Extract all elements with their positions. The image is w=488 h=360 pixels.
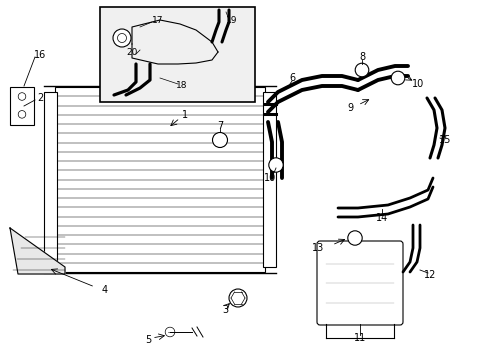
Text: 4: 4: [102, 285, 108, 295]
Text: 13: 13: [311, 243, 324, 253]
Circle shape: [390, 71, 404, 85]
Bar: [55, 87, 264, 272]
Circle shape: [354, 63, 368, 77]
Text: 18: 18: [176, 81, 187, 90]
Text: 1: 1: [182, 110, 188, 120]
Circle shape: [18, 93, 26, 100]
Text: 12: 12: [423, 270, 435, 280]
Bar: [44, 92, 57, 267]
Text: 17: 17: [152, 15, 163, 24]
Text: 10: 10: [264, 173, 276, 183]
Text: 5: 5: [144, 335, 151, 345]
Circle shape: [228, 289, 246, 307]
Bar: [263, 92, 275, 267]
Text: 9: 9: [346, 103, 352, 113]
Text: 10: 10: [411, 79, 423, 89]
Text: 6: 6: [288, 73, 294, 83]
Polygon shape: [10, 228, 65, 274]
Circle shape: [347, 231, 362, 245]
Text: 20: 20: [126, 48, 138, 57]
Circle shape: [18, 111, 26, 118]
Text: 16: 16: [34, 50, 46, 60]
Text: 15: 15: [438, 135, 450, 145]
Text: 14: 14: [375, 213, 387, 223]
Bar: [10, 87, 34, 125]
Text: 19: 19: [226, 15, 237, 24]
Text: 11: 11: [353, 333, 366, 343]
FancyBboxPatch shape: [316, 241, 402, 325]
Bar: [100, 7, 254, 102]
Circle shape: [113, 29, 131, 47]
Text: 3: 3: [222, 305, 227, 315]
Text: 7: 7: [217, 121, 223, 131]
Circle shape: [165, 327, 174, 337]
Circle shape: [212, 132, 227, 148]
Circle shape: [268, 158, 283, 172]
Text: 2: 2: [37, 93, 43, 103]
Circle shape: [117, 33, 126, 42]
Text: 8: 8: [358, 52, 365, 62]
